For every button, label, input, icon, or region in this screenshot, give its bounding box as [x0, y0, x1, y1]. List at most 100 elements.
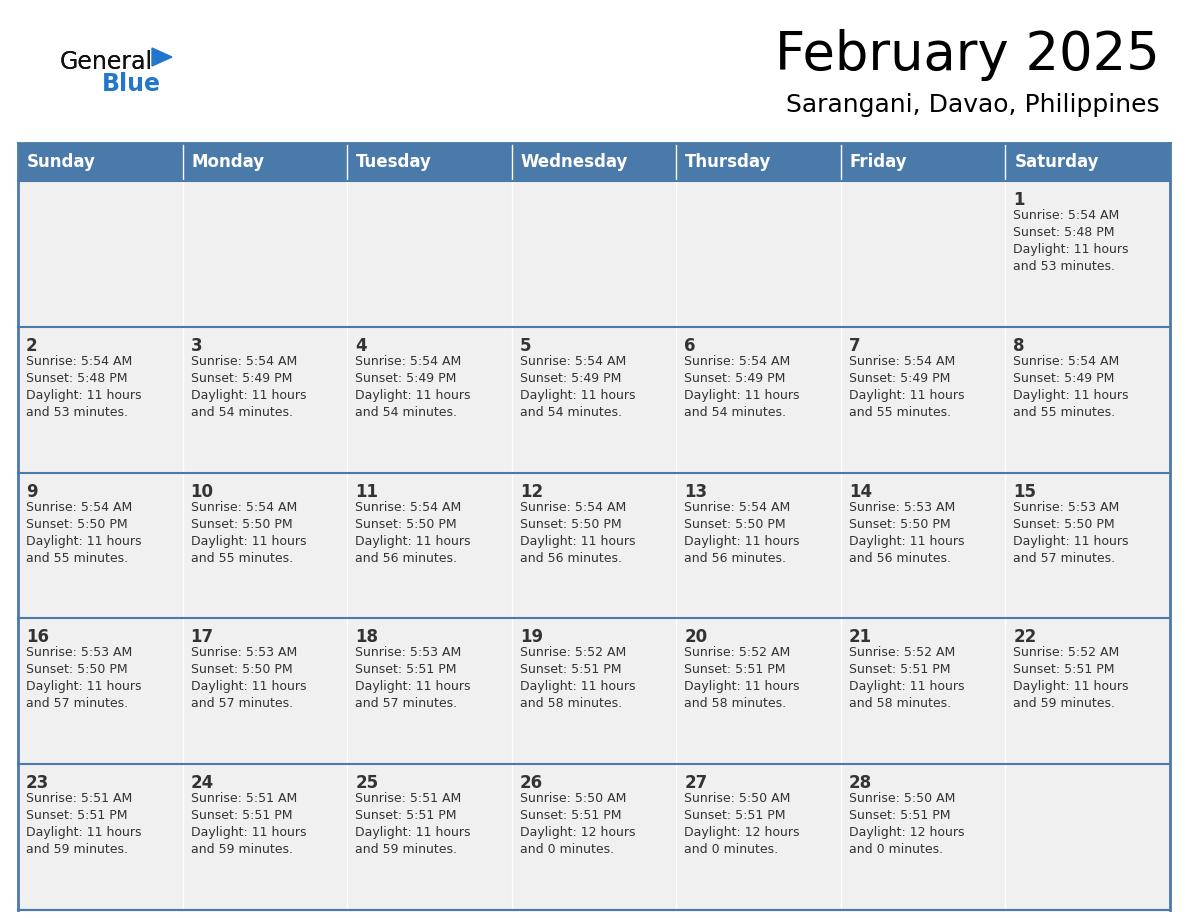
Bar: [841, 181, 1005, 327]
Bar: [347, 619, 512, 764]
Text: Tuesday: Tuesday: [356, 153, 432, 171]
Text: Sunrise: 5:53 AM
Sunset: 5:51 PM
Daylight: 11 hours
and 57 minutes.: Sunrise: 5:53 AM Sunset: 5:51 PM Dayligh…: [355, 646, 470, 711]
Text: 21: 21: [849, 629, 872, 646]
Text: 24: 24: [190, 774, 214, 792]
Text: 15: 15: [1013, 483, 1036, 500]
Bar: [183, 181, 347, 327]
Text: General: General: [61, 50, 153, 74]
Text: Thursday: Thursday: [685, 153, 772, 171]
Bar: [183, 619, 347, 764]
Bar: [347, 143, 512, 181]
Text: February 2025: February 2025: [776, 29, 1159, 81]
Text: Sunrise: 5:54 AM
Sunset: 5:49 PM
Daylight: 11 hours
and 54 minutes.: Sunrise: 5:54 AM Sunset: 5:49 PM Dayligh…: [190, 354, 307, 419]
Text: 25: 25: [355, 774, 378, 792]
Text: Sunrise: 5:52 AM
Sunset: 5:51 PM
Daylight: 11 hours
and 58 minutes.: Sunrise: 5:52 AM Sunset: 5:51 PM Dayligh…: [519, 646, 636, 711]
Bar: [18, 619, 183, 764]
Text: Sunrise: 5:50 AM
Sunset: 5:51 PM
Daylight: 12 hours
and 0 minutes.: Sunrise: 5:50 AM Sunset: 5:51 PM Dayligh…: [849, 792, 965, 856]
Bar: [676, 764, 841, 910]
Text: Sunrise: 5:52 AM
Sunset: 5:51 PM
Daylight: 11 hours
and 58 minutes.: Sunrise: 5:52 AM Sunset: 5:51 PM Dayligh…: [684, 646, 800, 711]
Text: Sunrise: 5:53 AM
Sunset: 5:50 PM
Daylight: 11 hours
and 57 minutes.: Sunrise: 5:53 AM Sunset: 5:50 PM Dayligh…: [190, 646, 307, 711]
Text: 7: 7: [849, 337, 860, 354]
Bar: [183, 764, 347, 910]
Text: 16: 16: [26, 629, 49, 646]
Text: Sunrise: 5:50 AM
Sunset: 5:51 PM
Daylight: 12 hours
and 0 minutes.: Sunrise: 5:50 AM Sunset: 5:51 PM Dayligh…: [684, 792, 800, 856]
Bar: [676, 181, 841, 327]
Bar: [676, 473, 841, 619]
Text: Sunrise: 5:50 AM
Sunset: 5:51 PM
Daylight: 12 hours
and 0 minutes.: Sunrise: 5:50 AM Sunset: 5:51 PM Dayligh…: [519, 792, 636, 856]
Text: Sunrise: 5:54 AM
Sunset: 5:48 PM
Daylight: 11 hours
and 53 minutes.: Sunrise: 5:54 AM Sunset: 5:48 PM Dayligh…: [26, 354, 141, 419]
Text: 11: 11: [355, 483, 378, 500]
Text: Friday: Friday: [849, 153, 908, 171]
Text: 5: 5: [519, 337, 531, 354]
Bar: [347, 764, 512, 910]
Bar: [676, 143, 841, 181]
Text: Sunrise: 5:54 AM
Sunset: 5:49 PM
Daylight: 11 hours
and 54 minutes.: Sunrise: 5:54 AM Sunset: 5:49 PM Dayligh…: [355, 354, 470, 419]
Text: Sunrise: 5:54 AM
Sunset: 5:49 PM
Daylight: 11 hours
and 54 minutes.: Sunrise: 5:54 AM Sunset: 5:49 PM Dayligh…: [684, 354, 800, 419]
Bar: [676, 619, 841, 764]
Bar: [1005, 473, 1170, 619]
Bar: [347, 473, 512, 619]
Text: 17: 17: [190, 629, 214, 646]
Text: Sunrise: 5:54 AM
Sunset: 5:49 PM
Daylight: 11 hours
and 54 minutes.: Sunrise: 5:54 AM Sunset: 5:49 PM Dayligh…: [519, 354, 636, 419]
Bar: [512, 473, 676, 619]
Bar: [841, 327, 1005, 473]
Text: 4: 4: [355, 337, 367, 354]
Text: Sunrise: 5:54 AM
Sunset: 5:49 PM
Daylight: 11 hours
and 55 minutes.: Sunrise: 5:54 AM Sunset: 5:49 PM Dayligh…: [1013, 354, 1129, 419]
Text: 6: 6: [684, 337, 696, 354]
Bar: [18, 473, 183, 619]
Text: Sunrise: 5:51 AM
Sunset: 5:51 PM
Daylight: 11 hours
and 59 minutes.: Sunrise: 5:51 AM Sunset: 5:51 PM Dayligh…: [355, 792, 470, 856]
Bar: [1005, 181, 1170, 327]
Bar: [183, 473, 347, 619]
Bar: [18, 764, 183, 910]
Text: 9: 9: [26, 483, 38, 500]
Text: 1: 1: [1013, 191, 1025, 209]
Text: 20: 20: [684, 629, 707, 646]
Bar: [18, 181, 183, 327]
Bar: [841, 764, 1005, 910]
Text: 12: 12: [519, 483, 543, 500]
Text: Sunrise: 5:54 AM
Sunset: 5:50 PM
Daylight: 11 hours
and 56 minutes.: Sunrise: 5:54 AM Sunset: 5:50 PM Dayligh…: [684, 500, 800, 565]
Bar: [18, 143, 183, 181]
Bar: [841, 619, 1005, 764]
Bar: [841, 473, 1005, 619]
Text: 13: 13: [684, 483, 707, 500]
Text: Sunrise: 5:53 AM
Sunset: 5:50 PM
Daylight: 11 hours
and 57 minutes.: Sunrise: 5:53 AM Sunset: 5:50 PM Dayligh…: [1013, 500, 1129, 565]
Text: Sunrise: 5:54 AM
Sunset: 5:50 PM
Daylight: 11 hours
and 56 minutes.: Sunrise: 5:54 AM Sunset: 5:50 PM Dayligh…: [519, 500, 636, 565]
Text: Monday: Monday: [191, 153, 265, 171]
Bar: [347, 327, 512, 473]
Text: Sunrise: 5:53 AM
Sunset: 5:50 PM
Daylight: 11 hours
and 56 minutes.: Sunrise: 5:53 AM Sunset: 5:50 PM Dayligh…: [849, 500, 965, 565]
Text: 18: 18: [355, 629, 378, 646]
Polygon shape: [152, 48, 172, 66]
Bar: [1005, 619, 1170, 764]
Bar: [1005, 764, 1170, 910]
Bar: [512, 143, 676, 181]
Text: 14: 14: [849, 483, 872, 500]
Text: Sunrise: 5:54 AM
Sunset: 5:50 PM
Daylight: 11 hours
and 55 minutes.: Sunrise: 5:54 AM Sunset: 5:50 PM Dayligh…: [190, 500, 307, 565]
Bar: [183, 327, 347, 473]
Text: General: General: [61, 50, 153, 74]
Text: Wednesday: Wednesday: [520, 153, 628, 171]
Bar: [1005, 143, 1170, 181]
Bar: [512, 764, 676, 910]
Text: Blue: Blue: [102, 72, 162, 96]
Bar: [841, 143, 1005, 181]
Bar: [676, 327, 841, 473]
Text: Sunrise: 5:54 AM
Sunset: 5:49 PM
Daylight: 11 hours
and 55 minutes.: Sunrise: 5:54 AM Sunset: 5:49 PM Dayligh…: [849, 354, 965, 419]
Text: Sunrise: 5:52 AM
Sunset: 5:51 PM
Daylight: 11 hours
and 58 minutes.: Sunrise: 5:52 AM Sunset: 5:51 PM Dayligh…: [849, 646, 965, 711]
Bar: [18, 327, 183, 473]
Text: 10: 10: [190, 483, 214, 500]
Text: Sunrise: 5:51 AM
Sunset: 5:51 PM
Daylight: 11 hours
and 59 minutes.: Sunrise: 5:51 AM Sunset: 5:51 PM Dayligh…: [190, 792, 307, 856]
Bar: [512, 327, 676, 473]
Text: Sarangani, Davao, Philippines: Sarangani, Davao, Philippines: [786, 93, 1159, 117]
Text: Saturday: Saturday: [1015, 153, 1099, 171]
Text: 23: 23: [26, 774, 49, 792]
Text: 27: 27: [684, 774, 708, 792]
Text: Sunrise: 5:52 AM
Sunset: 5:51 PM
Daylight: 11 hours
and 59 minutes.: Sunrise: 5:52 AM Sunset: 5:51 PM Dayligh…: [1013, 646, 1129, 711]
Text: 8: 8: [1013, 337, 1025, 354]
Bar: [183, 143, 347, 181]
Text: Sunrise: 5:54 AM
Sunset: 5:50 PM
Daylight: 11 hours
and 55 minutes.: Sunrise: 5:54 AM Sunset: 5:50 PM Dayligh…: [26, 500, 141, 565]
Text: Sunday: Sunday: [27, 153, 96, 171]
Text: 28: 28: [849, 774, 872, 792]
Text: Sunrise: 5:54 AM
Sunset: 5:50 PM
Daylight: 11 hours
and 56 minutes.: Sunrise: 5:54 AM Sunset: 5:50 PM Dayligh…: [355, 500, 470, 565]
Bar: [347, 181, 512, 327]
